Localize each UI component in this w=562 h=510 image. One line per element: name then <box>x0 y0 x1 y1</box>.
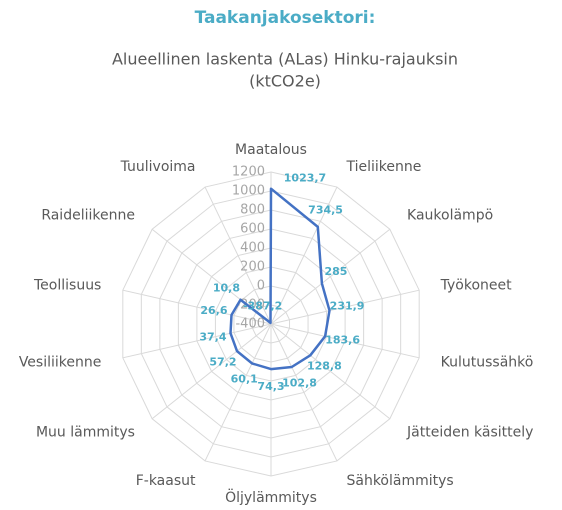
spoke <box>270 323 391 420</box>
value-label: 734,5 <box>308 204 343 217</box>
y-tick-label: 1000 <box>232 184 265 199</box>
category-label: Sähkölämmitys <box>346 473 453 489</box>
category-label: Jätteiden käsittely <box>406 424 533 440</box>
data-line <box>229 187 331 371</box>
spoke <box>270 323 420 359</box>
value-label: 10,8 <box>213 281 240 294</box>
chart-title: Taakanjakosektori: <box>195 8 376 28</box>
value-label: 128,8 <box>307 360 342 373</box>
category-label: Tuulivoima <box>120 159 196 175</box>
y-tick-label: 600 <box>240 222 265 237</box>
spoke <box>151 323 272 420</box>
y-tick-label: -400 <box>235 317 265 332</box>
category-label: Tieliikenne <box>345 159 421 175</box>
spoke <box>204 323 272 462</box>
value-label: 183,6 <box>325 333 360 346</box>
category-label: Öljylämmitys <box>225 488 317 506</box>
spoke <box>270 186 338 325</box>
category-label: Vesiliikenne <box>19 355 102 371</box>
spoke <box>270 323 338 462</box>
value-label: 102,8 <box>282 376 317 389</box>
value-label: 26,6 <box>200 304 227 317</box>
value-label: 57,2 <box>209 355 236 368</box>
category-label: Maatalous <box>235 142 307 158</box>
category-label: Kulutussähkö <box>441 355 534 371</box>
spoke <box>270 289 420 325</box>
value-label: -387,2 <box>243 300 282 313</box>
value-label: 231,9 <box>330 300 365 313</box>
y-tick-label: 800 <box>240 203 265 218</box>
category-label: Raideliikenne <box>41 208 135 224</box>
chart-subtitle: (ktCO2e) <box>249 72 321 91</box>
y-tick-label: 1200 <box>232 165 265 180</box>
spoke <box>122 323 272 359</box>
y-tick-label: 0 <box>257 279 265 294</box>
category-label: F-kaasut <box>136 473 196 489</box>
value-label: 1023,7 <box>284 172 326 185</box>
chart-subtitle: Alueellinen laskenta (ALas) Hinku-rajauk… <box>112 50 458 69</box>
spoke <box>270 228 391 325</box>
category-label: Kaukolämpö <box>407 208 493 224</box>
spoke <box>122 289 272 325</box>
spoke <box>204 186 272 325</box>
y-tick-label: 400 <box>240 241 265 256</box>
category-label: Muu lämmitys <box>36 424 135 440</box>
category-label: Teollisuus <box>33 277 101 293</box>
value-label: 285 <box>324 265 347 278</box>
value-label: 60,1 <box>231 373 258 386</box>
y-tick-label: 200 <box>240 260 265 275</box>
category-label: Työkoneet <box>440 277 512 293</box>
value-label: 74,3 <box>257 380 284 393</box>
value-label: 37,4 <box>199 330 226 343</box>
